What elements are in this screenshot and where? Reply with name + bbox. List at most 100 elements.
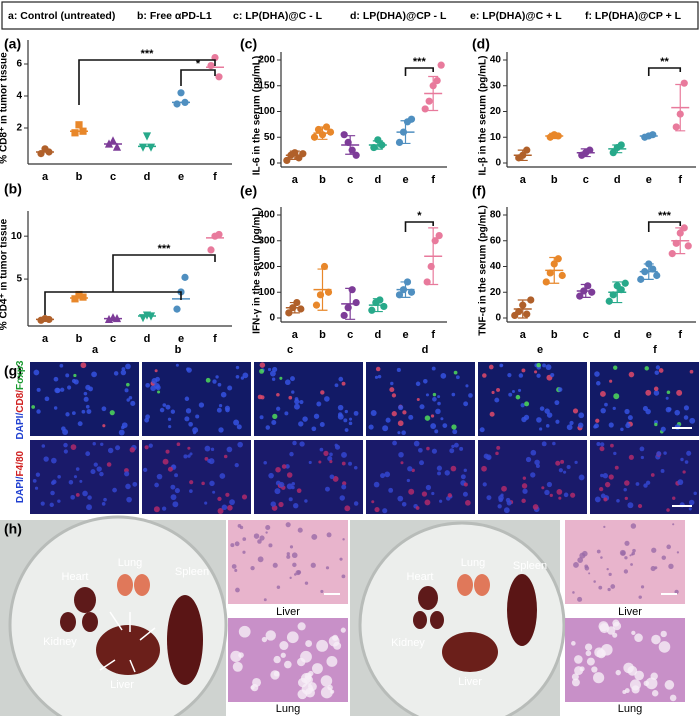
data-point bbox=[310, 133, 319, 141]
micrograph bbox=[590, 362, 699, 436]
legend-box bbox=[1, 1, 699, 30]
cell bbox=[337, 413, 344, 420]
data-point bbox=[423, 278, 431, 286]
x-tick-label: a bbox=[42, 333, 49, 345]
stray-label: c bbox=[287, 344, 293, 356]
cell bbox=[235, 374, 240, 379]
dot-plot: (c) IL-6 in the serum (pg/mL) 0 50 100 150 200… bbox=[240, 36, 447, 186]
cell bbox=[635, 482, 640, 486]
cell bbox=[80, 362, 87, 369]
cell bbox=[616, 498, 620, 503]
tissue bbox=[607, 587, 611, 592]
cell bbox=[65, 412, 70, 417]
cell bbox=[218, 427, 224, 433]
data-point bbox=[283, 156, 291, 165]
tissue bbox=[268, 543, 273, 548]
cell bbox=[207, 459, 212, 463]
cell bbox=[614, 465, 619, 470]
cell bbox=[658, 368, 664, 373]
cell bbox=[323, 450, 329, 456]
cell bbox=[600, 442, 605, 447]
tissue bbox=[668, 563, 674, 570]
tissue bbox=[577, 596, 583, 602]
cell bbox=[288, 395, 293, 400]
cell bbox=[660, 469, 665, 473]
data-point bbox=[637, 275, 645, 283]
data-point bbox=[617, 286, 625, 294]
tissue bbox=[596, 549, 601, 554]
x-tick-label: e bbox=[646, 174, 652, 186]
panel-label: (b) bbox=[4, 181, 22, 197]
cell bbox=[334, 383, 339, 388]
panel-label: (f) bbox=[472, 183, 486, 199]
data-point bbox=[609, 291, 617, 299]
cell bbox=[217, 382, 222, 387]
cell bbox=[398, 451, 404, 458]
tissue bbox=[593, 672, 605, 684]
cell bbox=[341, 452, 347, 458]
cell bbox=[542, 363, 546, 368]
y-tick-label: 20 bbox=[490, 287, 502, 298]
cell bbox=[70, 444, 77, 450]
cell bbox=[481, 465, 487, 472]
cell bbox=[431, 366, 436, 371]
cell bbox=[511, 389, 515, 393]
tissue bbox=[291, 552, 298, 559]
data-point bbox=[173, 305, 181, 313]
cell bbox=[184, 396, 190, 402]
tissue bbox=[238, 652, 244, 658]
tissue bbox=[632, 548, 636, 553]
cell bbox=[416, 398, 420, 402]
cell bbox=[496, 445, 501, 450]
x-tick-label: e bbox=[402, 329, 408, 341]
cell bbox=[444, 470, 450, 476]
data-point bbox=[370, 143, 378, 152]
x-tick-label: f bbox=[431, 329, 435, 341]
cell bbox=[390, 381, 394, 386]
data-point bbox=[146, 143, 156, 152]
tissue bbox=[593, 580, 596, 583]
cell bbox=[506, 500, 512, 506]
cell bbox=[349, 417, 353, 421]
cell bbox=[304, 499, 308, 503]
cell bbox=[596, 380, 601, 386]
x-tick-label: e bbox=[402, 174, 408, 186]
cell bbox=[168, 424, 172, 429]
data-point bbox=[312, 301, 321, 309]
data-point bbox=[609, 149, 617, 157]
data-point bbox=[71, 295, 79, 303]
cell bbox=[460, 474, 466, 480]
cell bbox=[324, 396, 330, 402]
cell bbox=[451, 424, 457, 430]
tissue bbox=[651, 547, 657, 553]
cell bbox=[212, 379, 217, 384]
cell bbox=[375, 366, 381, 372]
cell bbox=[121, 425, 125, 430]
cell bbox=[227, 385, 233, 391]
row-label: DAPI/F4/80 bbox=[15, 450, 26, 503]
cell bbox=[373, 481, 380, 488]
cell bbox=[368, 424, 374, 430]
data-point bbox=[314, 125, 323, 134]
cell bbox=[154, 369, 158, 373]
y-tick-label: 40 bbox=[490, 55, 502, 66]
cell bbox=[500, 363, 504, 367]
cell bbox=[645, 480, 651, 485]
cell bbox=[159, 407, 165, 413]
cell bbox=[488, 364, 494, 370]
cell bbox=[217, 496, 222, 502]
tissue bbox=[304, 675, 313, 685]
tissue bbox=[585, 650, 592, 657]
cell bbox=[268, 472, 274, 479]
y-tick-label: 80 bbox=[490, 210, 502, 221]
cell bbox=[609, 379, 613, 383]
organ-label: Heart bbox=[62, 571, 89, 583]
cell bbox=[397, 431, 401, 435]
cell bbox=[453, 370, 458, 375]
cell bbox=[184, 416, 190, 422]
cell bbox=[73, 475, 78, 479]
tissue bbox=[286, 631, 299, 644]
significance-bracket bbox=[404, 221, 434, 232]
y-tick-label: 6 bbox=[16, 59, 22, 70]
tissue bbox=[311, 533, 318, 540]
